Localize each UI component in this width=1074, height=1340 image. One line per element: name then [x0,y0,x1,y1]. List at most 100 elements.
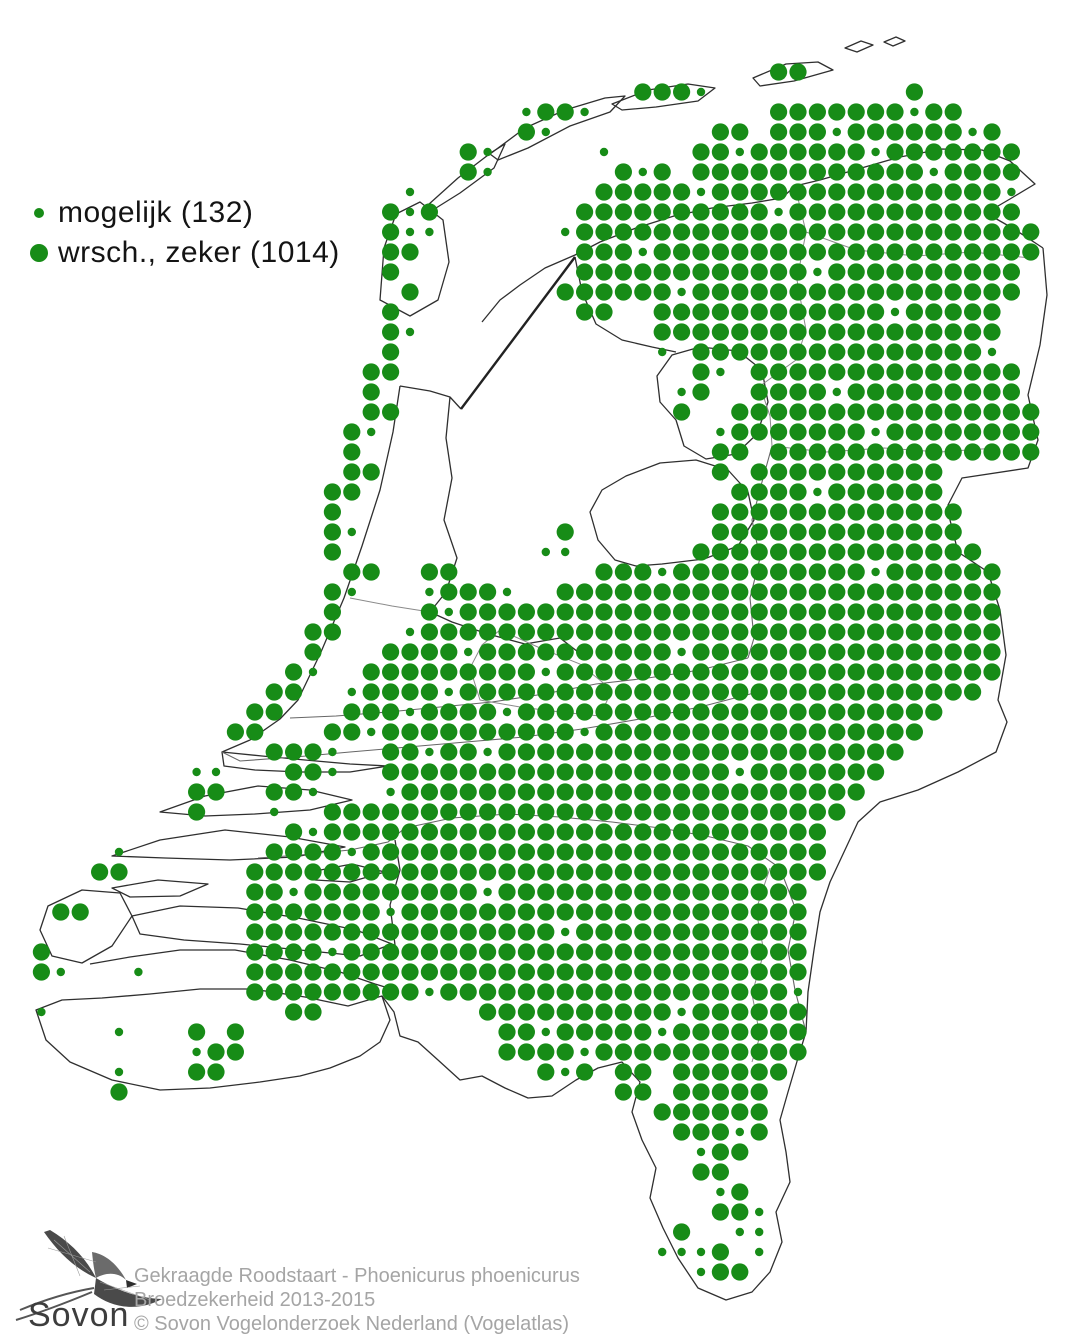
dot-wrsch-zeker [828,803,846,821]
dot-wrsch-zeker [983,203,1001,221]
dot-wrsch-zeker [847,203,865,221]
dot-wrsch-zeker [304,1003,322,1021]
dot-wrsch-zeker [362,923,380,941]
dot-wrsch-zeker [537,1063,555,1081]
dot-mogelijk [328,767,337,777]
dot-wrsch-zeker [653,863,671,881]
dot-wrsch-zeker [207,1043,225,1061]
dot-wrsch-zeker [653,943,671,961]
dot-wrsch-zeker [750,1043,768,1061]
dot-wrsch-zeker [246,963,264,981]
dot-wrsch-zeker [673,883,691,901]
dot-wrsch-zeker [537,743,555,761]
dot-wrsch-zeker [420,863,438,881]
dot-wrsch-zeker [867,343,885,361]
dot-wrsch-zeker [925,143,943,161]
dot-wrsch-zeker [614,263,633,281]
dot-wrsch-zeker [576,843,594,861]
dot-wrsch-zeker [401,803,419,821]
dot-wrsch-zeker [420,663,438,681]
dot-wrsch-zeker [711,723,730,741]
dot-mogelijk [755,1207,764,1217]
dot-wrsch-zeker [731,683,749,701]
dot-wrsch-zeker [459,963,477,981]
dot-mogelijk [270,807,279,817]
dot-wrsch-zeker [731,943,749,961]
dot-mogelijk [444,687,453,697]
dot-mogelijk [561,1067,570,1077]
dot-wrsch-zeker [905,163,924,181]
dot-wrsch-zeker [692,723,710,741]
dot-wrsch-zeker [789,603,807,621]
dot-wrsch-zeker [401,903,419,921]
dot-wrsch-zeker [343,803,361,821]
dot-wrsch-zeker [828,623,846,641]
dot-wrsch-zeker [711,1023,730,1041]
dot-wrsch-zeker [595,923,613,941]
dot-wrsch-zeker [556,963,574,981]
dot-wrsch-zeker [692,243,710,261]
dot-wrsch-zeker [382,323,400,341]
dot-wrsch-zeker [323,723,341,741]
dot-wrsch-zeker [479,983,497,1001]
dot-mogelijk [444,607,453,617]
dot-wrsch-zeker [770,683,788,701]
dot-wrsch-zeker [479,783,497,801]
dot-wrsch-zeker [634,683,652,701]
dot-wrsch-zeker [692,583,710,601]
dot-wrsch-zeker [770,643,788,661]
dot-wrsch-zeker [1002,423,1021,441]
dot-wrsch-zeker [595,643,613,661]
dot-wrsch-zeker [750,843,768,861]
dot-wrsch-zeker [692,963,710,981]
dot-wrsch-zeker [459,603,477,621]
dot-mogelijk [890,307,900,317]
dot-wrsch-zeker [964,583,982,601]
dot-wrsch-zeker [246,883,264,901]
dot-wrsch-zeker [789,63,807,81]
dot-wrsch-zeker [459,983,477,1001]
dot-wrsch-zeker [595,783,613,801]
dot-wrsch-zeker [789,223,807,241]
dot-wrsch-zeker [692,803,710,821]
dot-wrsch-zeker [226,723,244,741]
dot-wrsch-zeker [964,223,982,241]
dot-wrsch-zeker [246,703,264,721]
dot-wrsch-zeker [905,303,924,321]
dot-wrsch-zeker [595,203,613,221]
dot-wrsch-zeker [828,143,846,161]
dot-mogelijk [541,127,550,137]
dot-wrsch-zeker [420,923,438,941]
dot-wrsch-zeker [886,323,904,341]
dot-wrsch-zeker [711,1003,730,1021]
dot-wrsch-zeker [925,703,943,721]
dot-wrsch-zeker [847,143,865,161]
dot-wrsch-zeker [731,1063,749,1081]
dot-wrsch-zeker [285,1003,303,1021]
dot-wrsch-zeker [479,623,497,641]
dot-wrsch-zeker [362,963,380,981]
dot-wrsch-zeker [576,603,594,621]
dot-wrsch-zeker [382,663,400,681]
dot-wrsch-zeker [634,283,652,301]
dot-wrsch-zeker [770,1043,788,1061]
dot-wrsch-zeker [808,463,827,481]
dot-wrsch-zeker [828,543,846,561]
dot-mogelijk [696,1147,706,1157]
dot-wrsch-zeker [711,683,730,701]
dot-wrsch-zeker [653,643,671,661]
dot-wrsch-zeker [925,483,943,501]
dot-wrsch-zeker [808,623,827,641]
dot-wrsch-zeker [867,543,885,561]
dot-wrsch-zeker [537,843,555,861]
dot-mogelijk [696,187,706,197]
dot-wrsch-zeker [653,243,671,261]
dot-wrsch-zeker [323,503,341,521]
dot-wrsch-zeker [847,683,865,701]
dot-wrsch-zeker [382,303,400,321]
dot-mogelijk [114,1027,124,1037]
dot-wrsch-zeker [983,323,1001,341]
dot-wrsch-zeker [692,783,710,801]
dot-wrsch-zeker [964,343,982,361]
